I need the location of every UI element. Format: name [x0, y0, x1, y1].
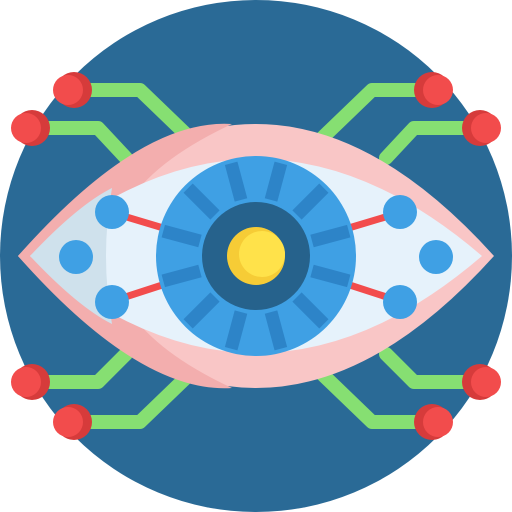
iris-stripe [292, 292, 329, 329]
dot-left [59, 240, 93, 274]
iris-stripe [310, 264, 351, 288]
pupil [202, 202, 310, 310]
peripheral-dots [59, 195, 453, 319]
iris-stripe [161, 264, 202, 288]
iris-stripe [161, 224, 202, 248]
dot-right [419, 240, 453, 274]
node-bottom-right-inner [462, 364, 501, 400]
dot-upper-right [383, 195, 417, 229]
node-bottom-left-outer [53, 404, 92, 440]
node-top-right-inner [462, 110, 501, 146]
iris-stripe [224, 310, 248, 351]
wire-top-right-inner [379, 121, 489, 165]
wire-top-left-inner [23, 121, 133, 165]
dot-lower-left [95, 285, 129, 319]
iris-stripe [292, 183, 329, 220]
iris-stripe [310, 224, 351, 248]
iris-stripe [264, 161, 288, 202]
circuit-nodes [11, 72, 501, 440]
iris-stripe [264, 310, 288, 351]
wire-bottom-right-inner [379, 347, 489, 389]
wire-bottom-left-inner [23, 347, 133, 389]
iris-stripe [183, 183, 220, 220]
dot-upper-left [95, 195, 129, 229]
wire-bottom-left-outer [65, 363, 201, 429]
dot-lower-right [383, 285, 417, 319]
iris-stripes [161, 161, 351, 351]
circuit-wires [23, 83, 489, 429]
node-top-right-outer [414, 72, 453, 108]
node-bottom-right-outer [414, 404, 453, 440]
node-top-left-inner [11, 110, 50, 146]
iris-stripe [224, 161, 248, 202]
node-bottom-left-inner [11, 364, 50, 400]
iris-stripe [183, 292, 220, 329]
wire-top-left-outer [65, 83, 201, 149]
node-top-left-outer [53, 72, 92, 108]
